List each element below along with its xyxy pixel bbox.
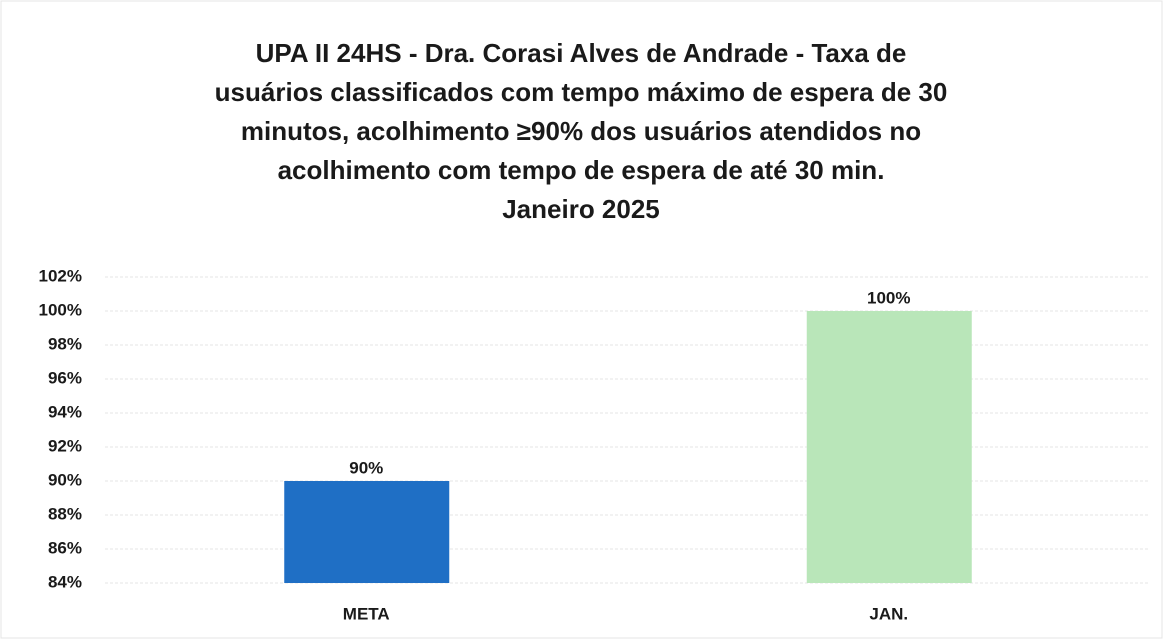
x-tick-label: META — [343, 604, 390, 623]
y-tick-label: 100% — [39, 300, 82, 319]
chart-title: minutos, acolhimento ≥90% dos usuários a… — [241, 116, 921, 146]
y-tick-label: 102% — [39, 266, 82, 285]
y-tick-label: 86% — [48, 538, 82, 557]
y-tick-label: 96% — [48, 368, 82, 387]
data-label: 90% — [349, 458, 383, 477]
y-tick-label: 90% — [48, 470, 82, 489]
bar — [284, 481, 450, 583]
data-label: 100% — [867, 288, 910, 307]
y-tick-label: 84% — [48, 572, 82, 591]
y-tick-label: 98% — [48, 334, 82, 353]
y-tick-label: 92% — [48, 436, 82, 455]
bar — [806, 311, 972, 583]
y-tick-label: 94% — [48, 402, 82, 421]
y-tick-label: 88% — [48, 504, 82, 523]
chart-title: acolhimento com tempo de espera de até 3… — [278, 155, 885, 185]
x-tick-label: JAN. — [869, 604, 908, 623]
chart-title: usuários classificados com tempo máximo … — [215, 77, 948, 107]
chart-title: Janeiro 2025 — [502, 194, 660, 224]
chart-title: UPA II 24HS - Dra. Corasi Alves de Andra… — [256, 38, 907, 68]
